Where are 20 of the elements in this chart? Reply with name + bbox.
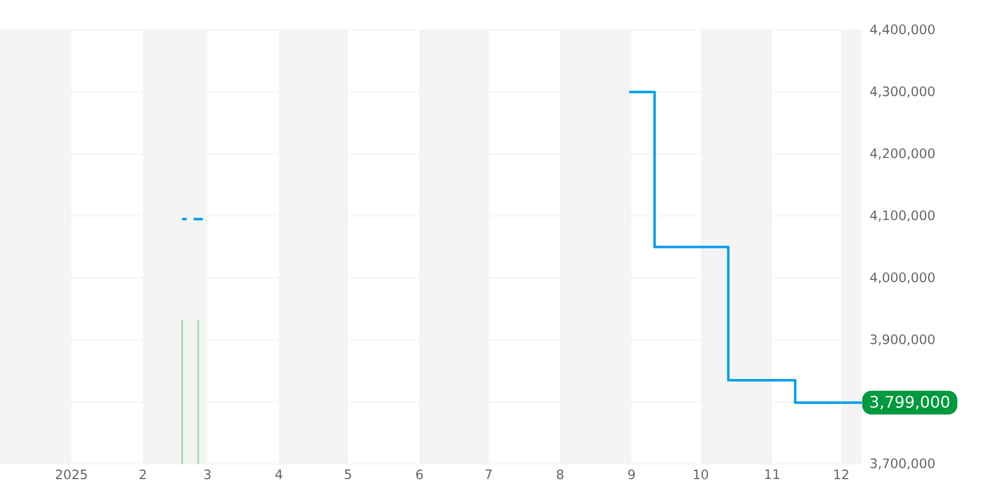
x-tick-label: 10 bbox=[694, 470, 708, 480]
x-tick-label: 4 bbox=[275, 470, 282, 479]
x-tick-label: 8 bbox=[556, 470, 564, 480]
y-tick-label: 4,100,000 bbox=[870, 210, 935, 222]
x-tick-label: 7 bbox=[486, 470, 492, 479]
x-tick-label: 11 bbox=[765, 470, 780, 479]
y-tick-label: 4,300,000 bbox=[870, 86, 935, 98]
x-tick-label: 9 bbox=[628, 470, 635, 480]
y-tick-label: 4,200,000 bbox=[870, 148, 935, 160]
y-tick-label: 3,700,000 bbox=[870, 458, 935, 470]
x-tick-label: 12 bbox=[834, 470, 848, 480]
x-tick-label: 2025 bbox=[56, 470, 87, 480]
y-tick-label: 3,900,000 bbox=[870, 334, 935, 346]
annotation: 3,799,000 bbox=[870, 396, 950, 410]
x-tick-label: 2 bbox=[140, 470, 146, 480]
x-tick-label: 6 bbox=[416, 470, 423, 480]
y-tick-label: 4,400,000 bbox=[870, 24, 935, 36]
x-tick-label: 5 bbox=[344, 470, 352, 480]
x-tick-label: 3 bbox=[204, 470, 211, 480]
y-tick-label: 4,000,000 bbox=[870, 272, 935, 284]
